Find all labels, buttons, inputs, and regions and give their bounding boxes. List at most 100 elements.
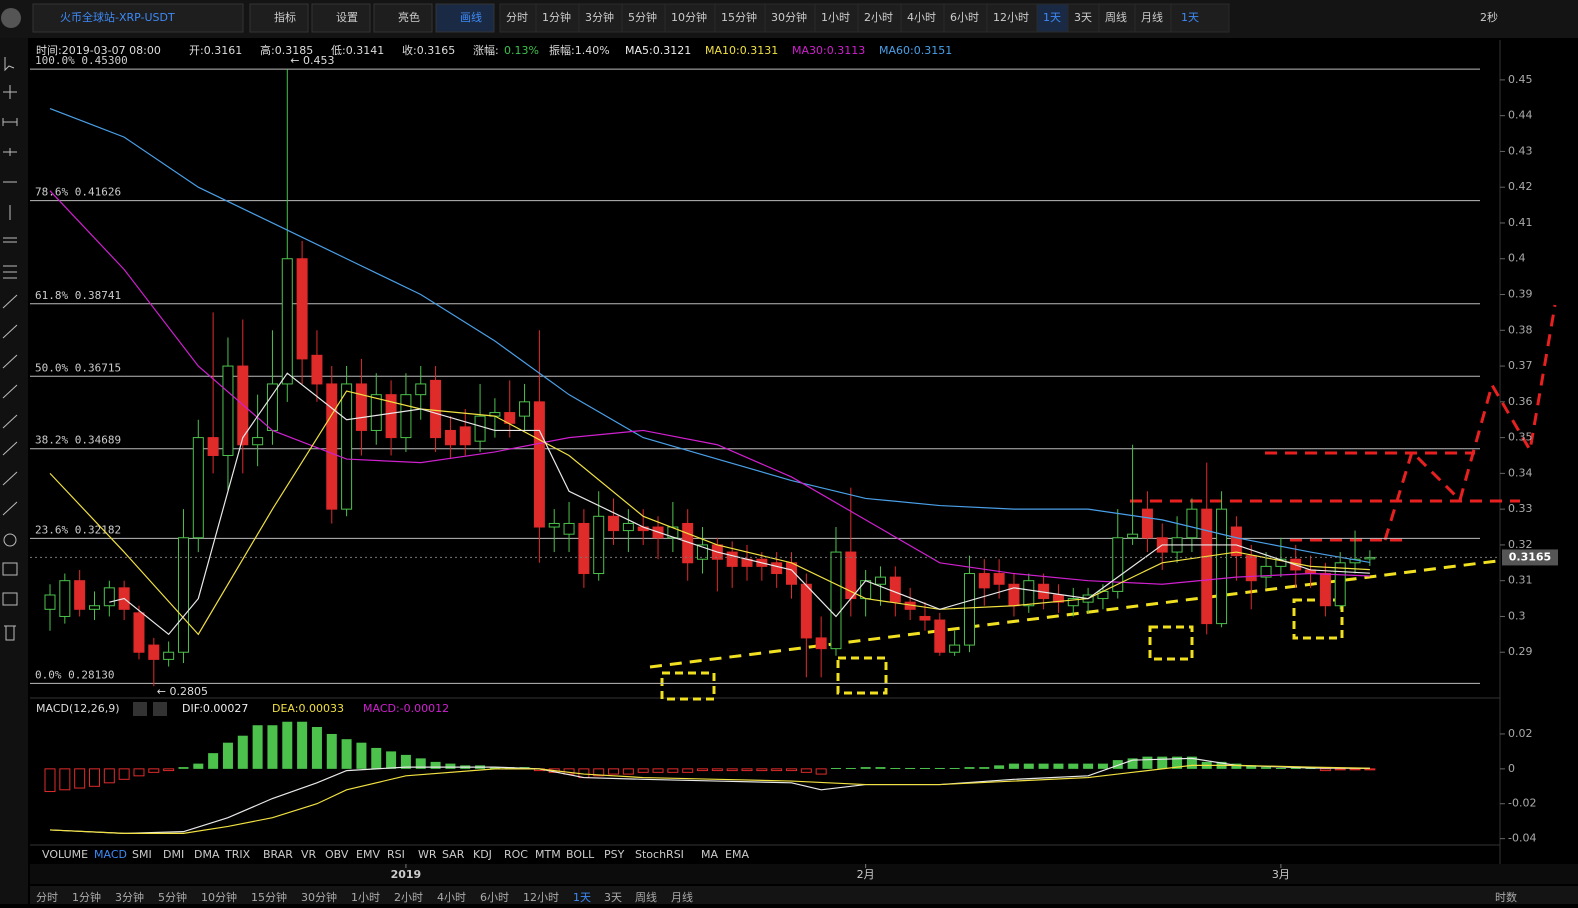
macd-bar — [771, 768, 783, 772]
indicator-tab[interactable]: StochRSI — [635, 848, 684, 861]
macd-bar — [1334, 768, 1346, 771]
indicator-tab[interactable]: VOLUME — [42, 848, 88, 861]
indicator-tab[interactable]: EMV — [356, 848, 380, 861]
period-button[interactable] — [1098, 3, 1136, 33]
macd-bar — [1186, 756, 1197, 769]
info-item: 高:0.3185 — [260, 43, 313, 57]
bottom-period[interactable]: 3天 — [604, 891, 622, 904]
period-button[interactable] — [621, 3, 666, 33]
indicator-tab[interactable]: SMI — [132, 848, 152, 861]
bottom-period[interactable]: 12小时 — [523, 891, 559, 904]
refresh: 2秒 — [1480, 10, 1498, 24]
period-button[interactable] — [943, 3, 988, 33]
indicator-tab[interactable]: SAR — [442, 848, 465, 861]
tool-button[interactable] — [311, 3, 371, 33]
tool-button[interactable] — [435, 3, 495, 33]
info-item: 涨幅: — [473, 44, 499, 57]
bottom-period[interactable]: 4小时 — [437, 891, 466, 904]
candle-body — [355, 383, 367, 431]
indicator-tab[interactable]: OBV — [325, 848, 349, 861]
macd-bar — [964, 767, 975, 769]
period-button[interactable] — [1067, 3, 1100, 33]
bottom-period[interactable]: 1小时 — [351, 891, 380, 904]
bottom-period[interactable]: 1分钟 — [72, 890, 101, 904]
tool-button[interactable] — [373, 3, 433, 33]
bottom-period[interactable]: 6小时 — [480, 891, 509, 904]
candle-body — [771, 562, 783, 575]
candle-body — [815, 637, 827, 650]
macd-bar — [622, 768, 634, 775]
candle-body — [726, 551, 738, 567]
period-button[interactable] — [1134, 3, 1172, 33]
macd-bar — [608, 768, 620, 775]
period-label: 3分钟 — [585, 10, 614, 24]
symbol-box[interactable] — [32, 3, 244, 33]
indicator-tab[interactable]: RSI — [387, 848, 405, 861]
period-button[interactable] — [764, 3, 816, 33]
bottom-period[interactable]: 周线 — [635, 890, 657, 904]
indicator-tab[interactable]: KDJ — [473, 848, 492, 861]
period-button[interactable] — [499, 3, 537, 33]
indicator-tab[interactable]: DMI — [163, 848, 184, 861]
period-button[interactable] — [578, 3, 623, 33]
macd-bar — [1142, 756, 1153, 769]
indicator-tab[interactable]: BOLL — [566, 848, 595, 861]
candle-body — [548, 522, 560, 528]
macd-bar — [489, 767, 500, 769]
bottom-period[interactable]: 10分钟 — [201, 890, 237, 904]
bottom-period[interactable]: 1天 — [573, 891, 591, 904]
indicator-tab[interactable]: ROC — [504, 848, 528, 861]
macd-bar — [252, 725, 263, 769]
macd-bar — [237, 735, 248, 769]
bottom-period[interactable]: 30分钟 — [301, 890, 337, 904]
indicator-tab[interactable]: MACD — [94, 848, 127, 861]
macd-bar — [430, 761, 441, 769]
bottom-period[interactable]: 月线 — [671, 890, 693, 904]
bottom-period[interactable]: 2小时 — [394, 891, 423, 904]
macd-bar — [103, 768, 115, 784]
candle-body — [1201, 508, 1213, 625]
period-button[interactable] — [900, 3, 945, 33]
period-button[interactable] — [664, 3, 716, 33]
indicator-tab[interactable]: DMA — [194, 848, 220, 861]
candle-body — [296, 258, 308, 360]
candle-body — [59, 580, 71, 617]
period-button[interactable] — [1036, 3, 1069, 33]
macd-bar — [979, 767, 990, 769]
candle-body — [978, 573, 990, 589]
macd-bar — [44, 768, 56, 793]
macd-bar — [845, 767, 856, 769]
period-dropdown[interactable] — [1170, 3, 1230, 33]
ma-line — [49, 390, 1370, 636]
period-button[interactable] — [535, 3, 580, 33]
indicator-tab[interactable]: MA — [701, 848, 718, 861]
indicator-tab[interactable]: PSY — [604, 848, 625, 861]
candle-body — [1334, 562, 1346, 607]
macd-bar — [786, 768, 797, 772]
indicator-tab[interactable]: MTM — [535, 848, 561, 861]
period-label: 6小时 — [950, 11, 979, 24]
period-button[interactable] — [714, 3, 766, 33]
bottom-period[interactable]: 分时 — [36, 891, 58, 904]
indicator-tab[interactable]: TRIX — [224, 848, 251, 861]
macd-bar — [356, 742, 367, 769]
indicator-tab[interactable]: WR — [418, 848, 437, 861]
highlight-boxes — [660, 598, 1344, 701]
bottom-period[interactable]: 5分钟 — [158, 890, 187, 904]
period-button[interactable] — [986, 3, 1038, 33]
indicator-tab[interactable]: BRAR — [263, 848, 293, 861]
macd-bar — [208, 753, 219, 769]
indicator-tab[interactable]: VR — [301, 848, 317, 861]
period-label: 分时 — [506, 11, 528, 24]
macd-bar — [88, 768, 100, 787]
macd-bar — [890, 767, 901, 769]
tool-button[interactable] — [249, 3, 309, 33]
dropdown-label: 1天 — [1181, 11, 1199, 24]
macd-settings[interactable] — [133, 702, 147, 716]
macd-bar — [637, 768, 649, 773]
bottom-period[interactable]: 15分钟 — [251, 890, 287, 904]
bottom-period[interactable]: 3分钟 — [115, 890, 144, 904]
indicator-tab[interactable]: EMA — [725, 848, 749, 861]
macd-close[interactable] — [153, 702, 167, 716]
period-button[interactable] — [814, 3, 859, 33]
